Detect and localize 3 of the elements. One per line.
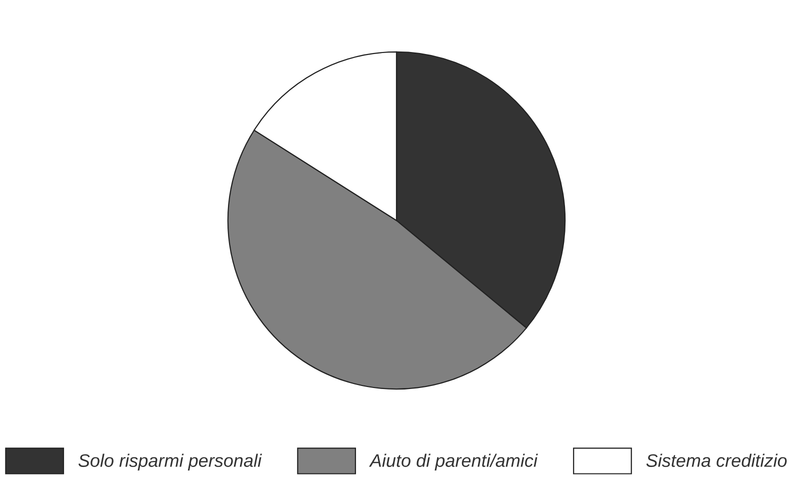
legend-label: Solo risparmi personali	[78, 454, 262, 471]
legend-label: Aiuto di parenti/amici	[369, 454, 538, 471]
legend-label: Sistema creditizio	[646, 454, 787, 467]
